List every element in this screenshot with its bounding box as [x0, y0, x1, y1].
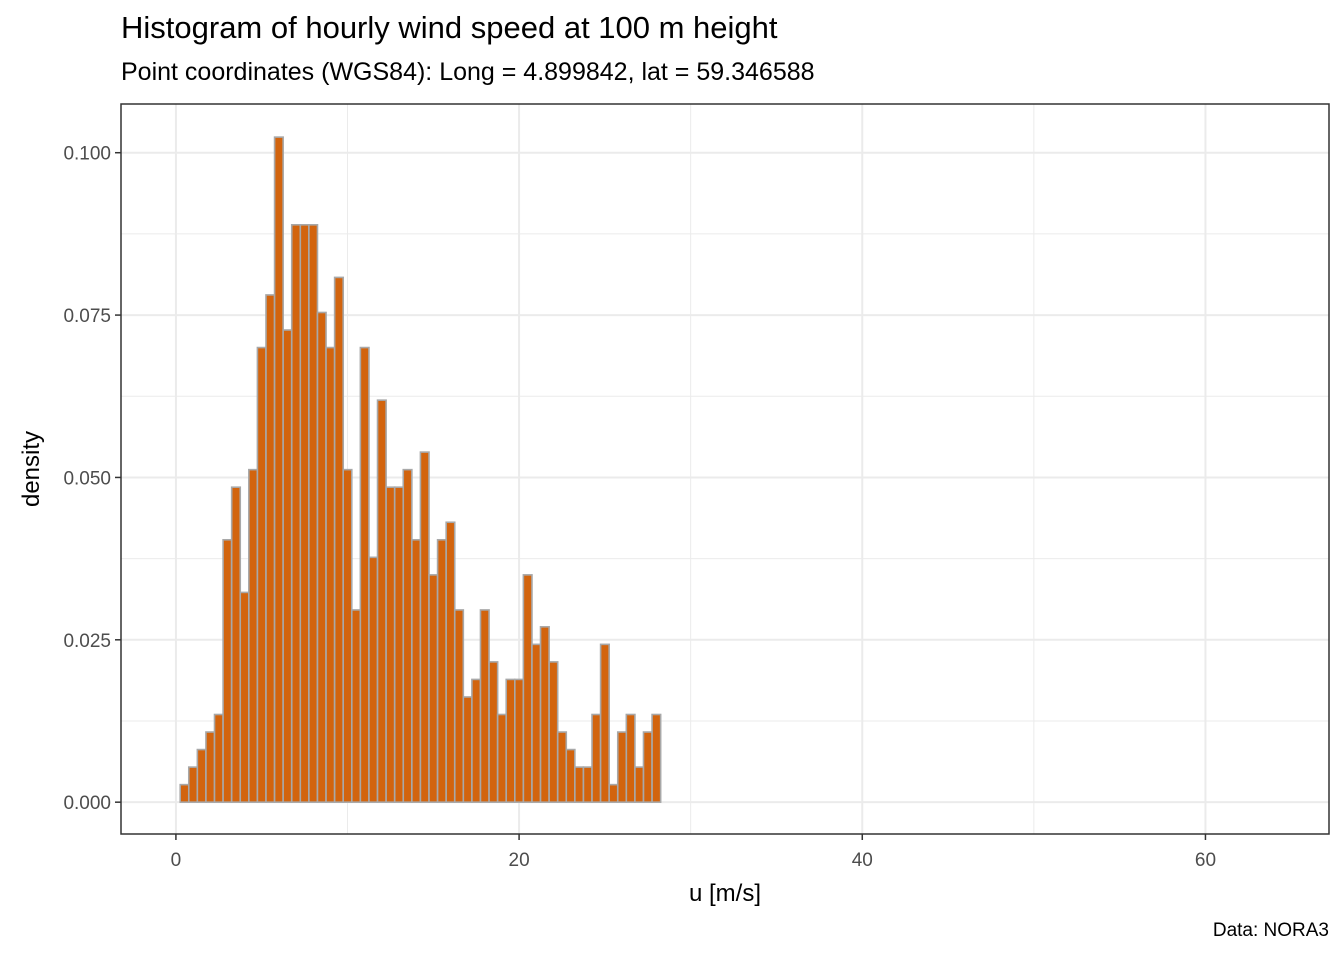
histogram-bars: [179, 136, 662, 803]
y-tick-label: 0.025: [63, 631, 111, 652]
histogram-bar: [205, 731, 216, 803]
y-tick-label: 0.000: [63, 793, 111, 814]
histogram-bar: [462, 696, 473, 803]
histogram-bar: [625, 713, 636, 803]
histogram-bar: [196, 748, 207, 803]
histogram-bar: [230, 486, 242, 803]
histogram-bar: [299, 224, 310, 803]
y-tick-label: 0.075: [63, 306, 111, 327]
panel-border: [120, 103, 1330, 835]
y-tick-label: 0.050: [63, 468, 111, 489]
histogram-bar: [179, 783, 190, 803]
histogram-bar: [308, 224, 319, 803]
histogram-bar: [471, 678, 482, 803]
histogram-bar: [539, 626, 550, 803]
y-tick-label: 0.100: [63, 144, 111, 165]
histogram-bar: [248, 468, 259, 803]
x-tick-label: 0: [171, 850, 182, 871]
x-tick-label: 20: [509, 850, 530, 871]
histogram-bar: [368, 556, 379, 803]
histogram-bar: [290, 224, 302, 803]
histogram-bar: [634, 766, 645, 803]
histogram-bar: [479, 609, 490, 803]
histogram-bar: [428, 574, 439, 803]
histogram-bar: [453, 609, 465, 803]
histogram-bar: [376, 399, 387, 803]
histogram-bar: [548, 661, 559, 803]
histogram-bar: [642, 731, 653, 803]
histogram-bar: [385, 486, 396, 803]
histogram-bar: [556, 731, 568, 803]
histogram-bar: [402, 468, 413, 803]
histogram-bar: [333, 276, 345, 803]
histogram-bar: [445, 521, 456, 803]
histogram-bar: [273, 136, 284, 803]
histogram-bar: [514, 678, 525, 803]
x-tick-label: 40: [852, 850, 873, 871]
histogram-bar: [342, 468, 353, 803]
histogram-bar: [599, 643, 610, 803]
histogram-bar: [316, 311, 327, 803]
histogram-bar: [505, 678, 516, 803]
histogram-bar: [282, 329, 293, 803]
histogram-bar: [531, 643, 542, 803]
x-tick-label: 60: [1195, 850, 1216, 871]
histogram-bar: [574, 766, 585, 803]
histogram-bar: [222, 538, 233, 803]
histogram-bar: [522, 574, 533, 803]
histogram-bar: [411, 538, 422, 803]
histogram-bar: [496, 713, 508, 803]
histogram-bar: [359, 346, 370, 803]
y-axis-ticks: 0.000 0.025 0.050 0.075 0.100: [63, 144, 121, 814]
histogram-bar: [265, 294, 276, 803]
histogram-bar: [187, 766, 199, 803]
histogram-bar: [488, 661, 499, 803]
histogram-bar: [608, 783, 619, 803]
x-axis-title: u [m/s]: [689, 880, 761, 907]
chart-title: Histogram of hourly wind speed at 100 m …: [121, 10, 778, 45]
histogram-bar: [582, 766, 593, 803]
x-axis-ticks: 0 20 40 60: [171, 834, 1216, 871]
histogram-bar: [419, 451, 430, 803]
histogram-bar: [591, 713, 602, 803]
histogram-bar: [616, 731, 628, 803]
histogram-bar: [325, 346, 336, 803]
y-axis-title: density: [18, 431, 45, 507]
chart-subtitle: Point coordinates (WGS84): Long = 4.8998…: [121, 58, 815, 86]
histogram-bar: [239, 591, 250, 803]
histogram-bar: [256, 346, 267, 803]
histogram-bar: [393, 486, 405, 803]
histogram-bar: [565, 748, 576, 803]
histogram-bar: [213, 713, 224, 803]
histogram-bar: [651, 713, 662, 803]
histogram-bar: [350, 609, 362, 803]
data-source-caption: Data: NORA3: [1212, 920, 1329, 941]
histogram-bar: [436, 538, 447, 803]
